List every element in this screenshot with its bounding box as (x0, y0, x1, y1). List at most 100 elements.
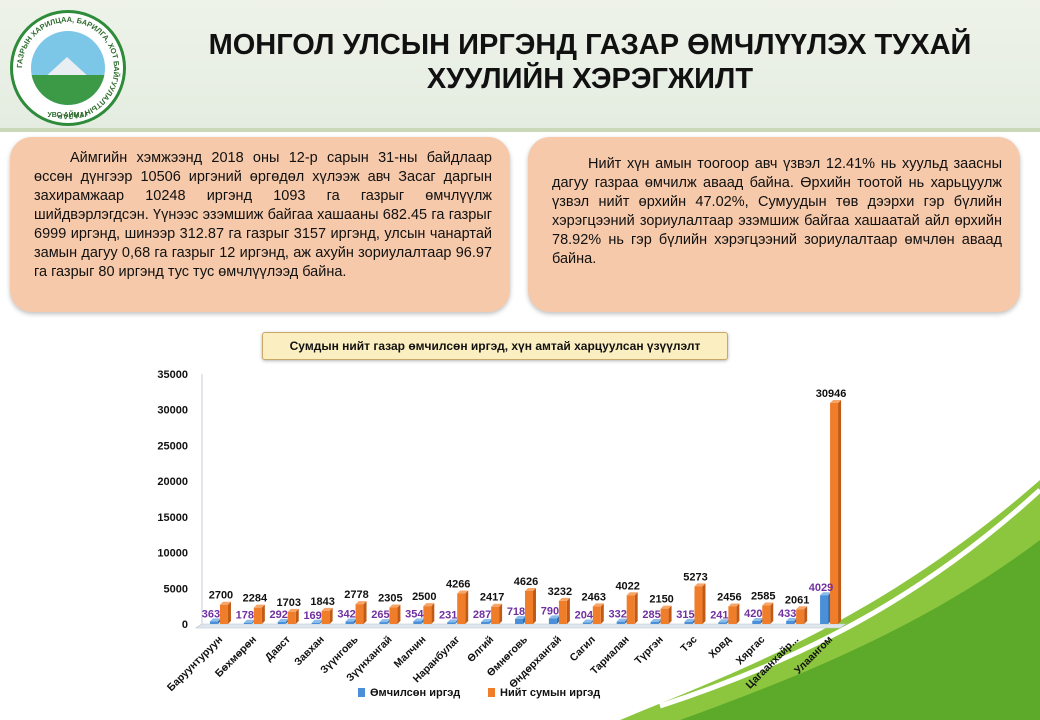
bar-side (668, 605, 672, 624)
bar-top (209, 618, 221, 622)
data-label-owned: 241 (710, 609, 728, 621)
data-label-owned: 204 (575, 610, 594, 622)
bar-side (634, 592, 638, 624)
y-tick-label: 0 (182, 619, 188, 631)
bar-side (363, 601, 367, 624)
bar-top (277, 618, 289, 622)
data-label-owned: 4029 (809, 582, 833, 594)
x-tick-label: Түргэн (632, 634, 665, 667)
bar-top (558, 597, 570, 601)
chart-title: Сумдын нийт газар өмчилсөн иргэд, хүн ам… (262, 332, 728, 360)
data-label-total: 2417 (480, 592, 504, 604)
bar (752, 621, 761, 624)
y-tick-label: 5000 (164, 583, 188, 595)
bar (796, 609, 805, 624)
data-label-total: 2500 (412, 591, 436, 603)
chart-floor (195, 623, 847, 629)
data-label-total: 2305 (378, 593, 402, 605)
bar (515, 618, 523, 624)
bar-top (481, 618, 493, 622)
bar-side (736, 603, 740, 624)
data-label-total: 4022 (615, 580, 639, 592)
x-tick-label: Баруунтуруун (165, 634, 225, 694)
bar-side (431, 603, 435, 624)
bar-side (261, 604, 265, 624)
bar-top (413, 618, 425, 622)
data-label-total: 2150 (649, 594, 673, 606)
data-label-owned: 265 (371, 609, 389, 621)
y-tick-label: 20000 (157, 476, 188, 488)
bar-top (287, 608, 299, 612)
data-label-owned: 332 (609, 609, 627, 621)
y-tick-label: 25000 (157, 440, 188, 452)
bar (311, 622, 320, 624)
bar (660, 608, 669, 624)
page-title: МОНГОЛ УЛСЫН ИРГЭНД ГАЗАР ӨМЧЛҮҮЛЭХ ТУХА… (140, 28, 1040, 96)
y-tick-label: 10000 (157, 548, 188, 560)
bar-top (728, 603, 740, 607)
bar-side (227, 601, 231, 624)
logo: ГАЗРЫН ХАРИЛЦАА, БАРИЛГА, ХОТ БАЙГУУЛАЛТ… (10, 10, 126, 126)
bar-side (465, 590, 469, 624)
bar-top (389, 604, 401, 608)
bar (830, 402, 839, 624)
bar (389, 607, 398, 624)
bar (321, 610, 330, 624)
x-tick-label: Ховд (706, 633, 733, 660)
bar (616, 621, 625, 624)
page-title-line1: МОНГОЛ УЛСЫН ИРГЭНД ГАЗАР ӨМЧЛҮҮЛЭХ ТУХА… (208, 29, 972, 61)
bar-side (600, 603, 604, 624)
data-label-total: 2585 (751, 591, 775, 603)
bar (718, 622, 727, 624)
data-label-owned: 178 (236, 610, 254, 622)
bar-side (295, 608, 299, 624)
bar-top (311, 619, 323, 623)
data-label-total: 5273 (683, 571, 707, 583)
data-label-total: 1843 (310, 596, 334, 608)
data-label-owned: 433 (778, 608, 796, 620)
bar (558, 600, 567, 624)
bar-top (694, 583, 706, 587)
bar-chart: 0 5000 10000 15000 20000 25000 30000 35000 363 27… (157, 369, 847, 699)
bar (253, 607, 262, 624)
data-label-owned: 292 (270, 609, 288, 621)
y-tick-label: 30000 (157, 405, 188, 417)
logo-emblem-icon (31, 31, 105, 105)
bar-top (650, 618, 662, 622)
info-left-text: Аймгийн хэмжээнд 2018 оны 12-р сарын 31-… (34, 150, 492, 280)
bar-top (379, 619, 391, 623)
legend-label: Нийт сумын иргэд (500, 687, 600, 699)
bar (379, 622, 388, 624)
data-label-total: 2456 (717, 591, 741, 603)
bar-top (786, 617, 798, 621)
data-label-owned: 790 (541, 605, 559, 617)
data-label-owned: 354 (405, 608, 424, 620)
bar-side (499, 603, 503, 624)
bar-top (592, 603, 604, 607)
bar (626, 595, 635, 624)
data-label-total: 2061 (785, 594, 809, 606)
bar-top (830, 399, 842, 403)
bar-top (660, 605, 672, 609)
bar-top (626, 592, 638, 596)
bar (219, 604, 228, 624)
bar (481, 621, 490, 624)
page-title-line2: ХУУЛИЙН ХЭРЭГЖИЛТ (426, 63, 754, 95)
data-label-total: 2284 (243, 593, 268, 605)
data-label-total: 3232 (548, 586, 572, 598)
bar-side (770, 602, 774, 624)
bar-side (804, 606, 808, 624)
data-label-total: 4266 (446, 579, 470, 591)
bar-side (566, 597, 570, 624)
data-label-owned: 342 (337, 609, 355, 621)
y-tick-label: 35000 (157, 369, 188, 381)
header-background (0, 0, 1040, 132)
bar (345, 621, 354, 624)
bar-side (329, 607, 333, 624)
bar (728, 606, 737, 624)
bar-top (820, 592, 832, 596)
x-tick-label: Тэс (678, 634, 699, 655)
legend-label: Өмчилсөн иргэд (370, 687, 460, 699)
data-label-owned: 169 (303, 610, 321, 622)
bar-top (525, 587, 536, 591)
